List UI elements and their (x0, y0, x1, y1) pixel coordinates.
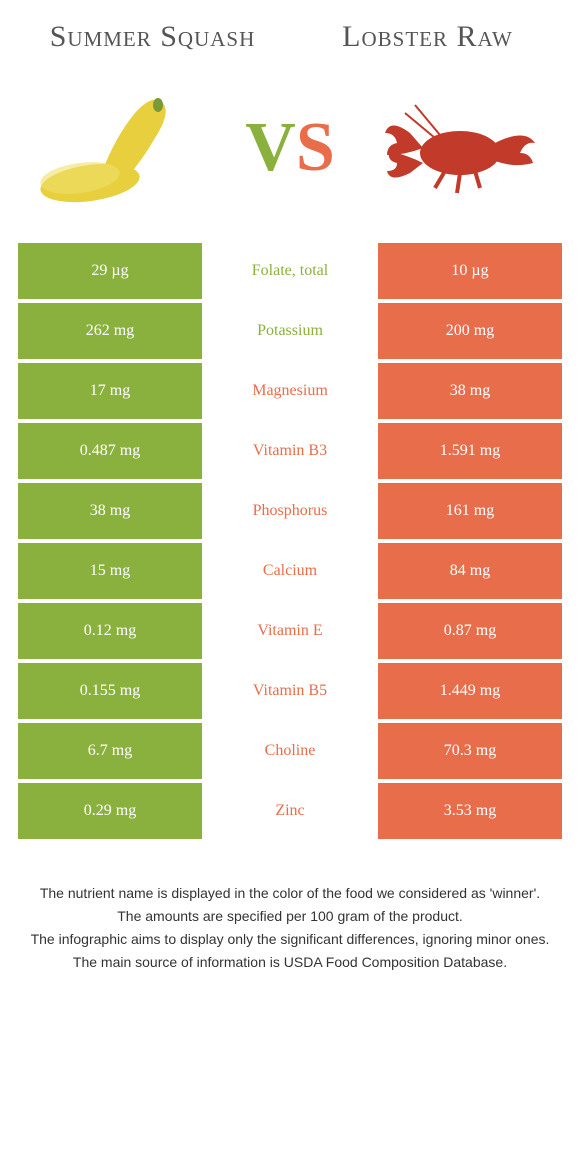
table-row: 0.155 mgVitamin B51.449 mg (18, 663, 562, 719)
left-value: 0.12 mg (18, 603, 202, 659)
table-row: 0.29 mgZinc3.53 mg (18, 783, 562, 839)
table-row: 15 mgCalcium84 mg (18, 543, 562, 599)
left-value: 6.7 mg (18, 723, 202, 779)
table-row: 0.487 mgVitamin B31.591 mg (18, 423, 562, 479)
lobster-icon (375, 83, 545, 213)
footnotes: The nutrient name is displayed in the co… (0, 843, 580, 973)
right-value: 1.449 mg (378, 663, 562, 719)
left-value: 0.487 mg (18, 423, 202, 479)
footnote-line: The amounts are specified per 100 gram o… (30, 906, 550, 927)
vs-s: S (296, 108, 335, 188)
footnote-line: The infographic aims to display only the… (30, 929, 550, 950)
left-value: 38 mg (18, 483, 202, 539)
left-value: 262 mg (18, 303, 202, 359)
left-title: Summer Squash (40, 20, 265, 53)
nutrient-label: Choline (202, 723, 378, 779)
right-value: 1.591 mg (378, 423, 562, 479)
table-row: 17 mgMagnesium38 mg (18, 363, 562, 419)
table-row: 262 mgPotassium200 mg (18, 303, 562, 359)
nutrient-label: Vitamin B3 (202, 423, 378, 479)
table-row: 6.7 mgCholine70.3 mg (18, 723, 562, 779)
left-image (30, 73, 210, 223)
nutrient-label: Vitamin B5 (202, 663, 378, 719)
nutrient-label: Magnesium (202, 363, 378, 419)
footnote-line: The main source of information is USDA F… (30, 952, 550, 973)
nutrient-label: Vitamin E (202, 603, 378, 659)
nutrient-label: Phosphorus (202, 483, 378, 539)
table-row: 29 µgFolate, total10 µg (18, 243, 562, 299)
vs-label: VS (245, 108, 335, 188)
table-row: 0.12 mgVitamin E0.87 mg (18, 603, 562, 659)
squash-icon (35, 83, 205, 213)
nutrient-label: Calcium (202, 543, 378, 599)
footnote-line: The nutrient name is displayed in the co… (30, 883, 550, 904)
nutrient-label: Potassium (202, 303, 378, 359)
right-value: 0.87 mg (378, 603, 562, 659)
table-row: 38 mgPhosphorus161 mg (18, 483, 562, 539)
left-value: 0.29 mg (18, 783, 202, 839)
left-value: 29 µg (18, 243, 202, 299)
right-value: 38 mg (378, 363, 562, 419)
right-value: 161 mg (378, 483, 562, 539)
nutrient-label: Folate, total (202, 243, 378, 299)
comparison-table: 29 µgFolate, total10 µg262 mgPotassium20… (18, 243, 562, 839)
right-value: 10 µg (378, 243, 562, 299)
right-value: 200 mg (378, 303, 562, 359)
left-value: 17 mg (18, 363, 202, 419)
right-value: 84 mg (378, 543, 562, 599)
images-row: VS (0, 63, 580, 243)
right-image (370, 73, 550, 223)
right-title: Lobster Raw (315, 20, 540, 53)
left-value: 15 mg (18, 543, 202, 599)
left-value: 0.155 mg (18, 663, 202, 719)
nutrient-label: Zinc (202, 783, 378, 839)
vs-v: V (245, 108, 296, 188)
right-value: 70.3 mg (378, 723, 562, 779)
right-value: 3.53 mg (378, 783, 562, 839)
